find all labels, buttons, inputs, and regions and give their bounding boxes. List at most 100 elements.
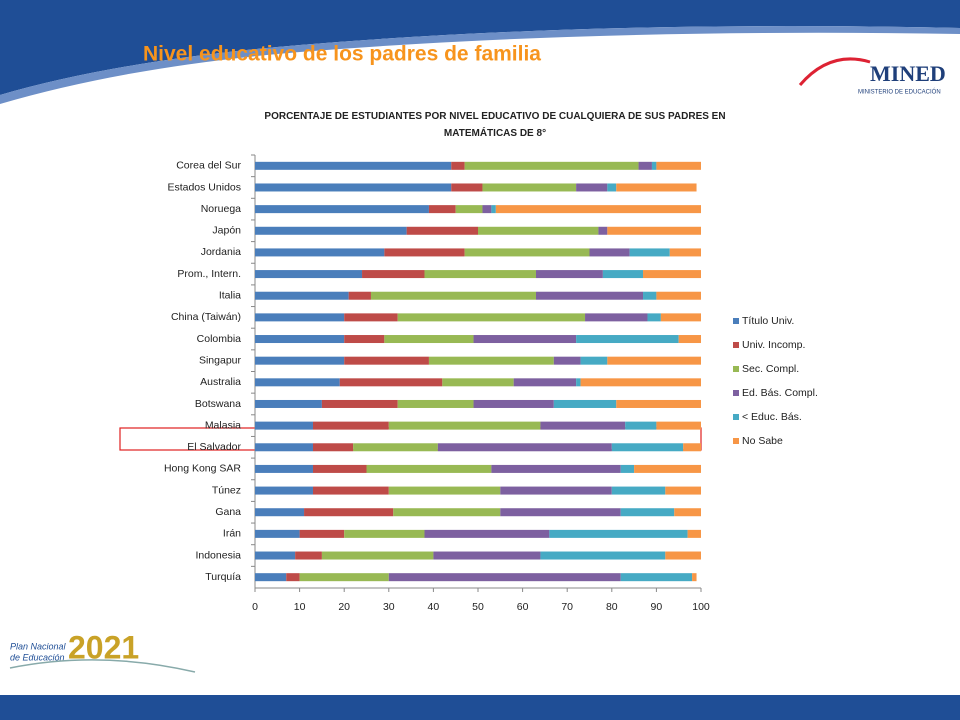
bar-segment [255, 291, 349, 300]
legend-swatch [733, 366, 739, 372]
bar-segment [255, 551, 296, 560]
x-tick-label: 70 [561, 601, 573, 613]
legend-label: Ed. Bás. Compl. [742, 387, 818, 399]
bar-segment [665, 551, 701, 560]
legend-label: Sec. Compl. [742, 363, 799, 375]
bar-segment [304, 508, 394, 517]
bar-segment [388, 421, 541, 430]
legend-swatch [733, 342, 739, 348]
bar-segment [576, 183, 608, 192]
bar-segment [656, 421, 701, 430]
bar-segment [370, 291, 536, 300]
bar-segment [295, 551, 322, 560]
legend-swatch [733, 414, 739, 420]
x-tick-label: 90 [651, 601, 663, 613]
bar-segment [616, 183, 697, 192]
y-tick-label: Corea del Sur [176, 160, 241, 172]
y-tick-label: Estados Unidos [167, 181, 241, 193]
y-tick-label: El Salvador [187, 441, 241, 453]
bar-segment [437, 443, 612, 452]
logo-text: MINED [870, 61, 946, 86]
legend-label: < Educ. Bás. [742, 411, 802, 423]
bar-segment [255, 399, 322, 408]
bar-segment [553, 399, 617, 408]
bar-segment [513, 378, 577, 387]
bar-segment [451, 161, 465, 170]
bar-segment [255, 573, 287, 582]
bar-segment [660, 313, 701, 322]
bar-segment [473, 335, 577, 344]
bar-segment [535, 270, 603, 279]
bar-segment [393, 508, 501, 517]
legend-label: No Sabe [742, 435, 783, 447]
bar-segment [580, 356, 608, 365]
bar-segment [478, 226, 599, 235]
bar-segment [620, 464, 635, 473]
bar-segment [255, 313, 345, 322]
bar-segment [580, 378, 701, 387]
bar-segment [321, 399, 398, 408]
bar-segment [344, 313, 398, 322]
bar-segment [576, 378, 581, 387]
bar-segment [428, 356, 554, 365]
bar-segment [616, 399, 701, 408]
chart-title: PORCENTAJE DE ESTUDIANTES POR NIVEL EDUC… [264, 111, 726, 139]
bar-segment [576, 335, 679, 344]
bar-segment [687, 529, 701, 538]
bar-segment [598, 226, 608, 235]
x-tick-label: 30 [383, 601, 395, 613]
bar-segment [482, 183, 577, 192]
y-tick-label: Noruega [201, 203, 241, 215]
bar-segment [495, 205, 701, 214]
y-tick-label: Australia [200, 376, 241, 388]
bar-segment [384, 248, 465, 257]
legend-swatch [733, 390, 739, 396]
y-tick-label: Singapur [199, 354, 242, 366]
header-band [0, 0, 960, 95]
bar-segment [607, 183, 617, 192]
x-tick-label: 40 [428, 601, 440, 613]
footer-band [0, 695, 960, 720]
bar-segment [473, 399, 554, 408]
bar-segment [424, 270, 536, 279]
plan-swoosh [9, 659, 196, 673]
y-tick-label: Botswana [195, 398, 241, 410]
x-tick-label: 10 [294, 601, 306, 613]
bar-segment [388, 573, 621, 582]
y-tick-label: Italia [219, 290, 241, 302]
bar-segment [255, 378, 340, 387]
bar-segment [362, 270, 425, 279]
bar-segment [312, 464, 367, 473]
bar-segment [540, 421, 626, 430]
bar-segment [428, 205, 456, 214]
bar-segment [339, 378, 443, 387]
bar-segment [255, 270, 363, 279]
bar-segment [388, 486, 501, 495]
bar-segment [665, 486, 701, 495]
y-tick-label: Irán [223, 528, 241, 540]
bar-segment [312, 443, 354, 452]
bar-segment [312, 486, 389, 495]
legend-swatch [733, 318, 739, 324]
x-tick-label: 50 [472, 601, 484, 613]
bar-segment [397, 399, 474, 408]
bar-segment [669, 248, 701, 257]
y-tick-label: Turquía [205, 571, 241, 583]
bar-segment [406, 226, 478, 235]
bar-segment [344, 335, 385, 344]
y-tick-label: Japón [212, 225, 241, 237]
bar-segment [629, 248, 670, 257]
bar-segment [602, 270, 644, 279]
legend-label: Univ. Incomp. [742, 339, 805, 351]
y-tick-label: Indonesia [195, 549, 241, 561]
bar-segment [678, 335, 701, 344]
bar-segment [491, 205, 496, 214]
bar-segment [620, 573, 693, 582]
bar-segment [451, 183, 483, 192]
bar-segment [607, 356, 701, 365]
bar-segment [255, 508, 305, 517]
bar-segment [344, 356, 429, 365]
bar-segment [255, 529, 300, 538]
